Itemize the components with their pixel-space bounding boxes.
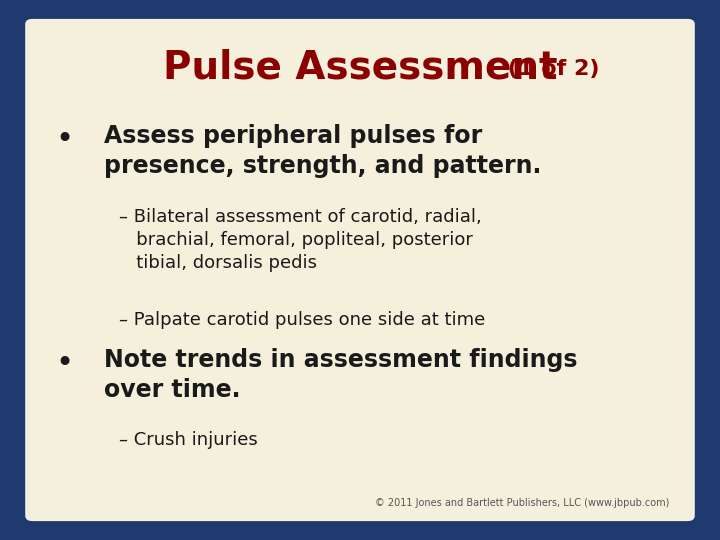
Text: •: •	[55, 349, 74, 378]
Text: – Crush injuries: – Crush injuries	[119, 431, 258, 449]
Text: Pulse Assessment: Pulse Assessment	[163, 49, 557, 86]
Text: – Palpate carotid pulses one side at time: – Palpate carotid pulses one side at tim…	[119, 310, 485, 329]
Text: © 2011 Jones and Bartlett Publishers, LLC (www.jbpub.com): © 2011 Jones and Bartlett Publishers, LL…	[375, 498, 670, 508]
Text: – Bilateral assessment of carotid, radial,
   brachial, femoral, popliteal, post: – Bilateral assessment of carotid, radia…	[119, 208, 482, 272]
Text: •: •	[55, 125, 74, 154]
FancyBboxPatch shape	[25, 19, 695, 521]
Text: Assess peripheral pulses for
presence, strength, and pattern.: Assess peripheral pulses for presence, s…	[104, 124, 541, 178]
Text: Note trends in assessment findings
over time.: Note trends in assessment findings over …	[104, 348, 578, 402]
Text: (1 of 2): (1 of 2)	[500, 59, 600, 79]
